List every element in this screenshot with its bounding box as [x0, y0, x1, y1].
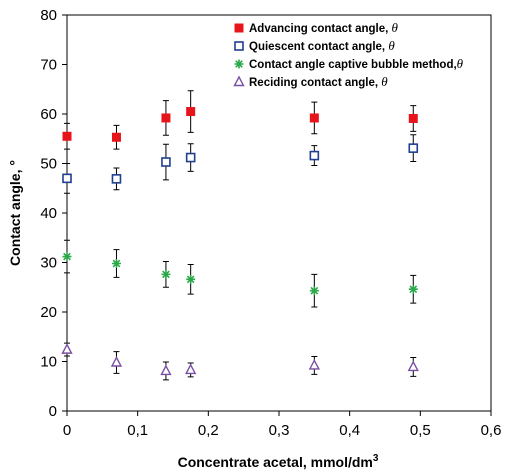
data-point: [408, 113, 418, 123]
data-point: [62, 131, 72, 141]
x-axis-label-main: Concentrate acetal, mmol/dm: [178, 454, 373, 470]
data-point: [185, 363, 197, 375]
legend-label-text: Advancing contact angle,: [249, 23, 392, 35]
y-tick-label: 0: [49, 403, 57, 420]
data-point: [309, 286, 319, 296]
legend-item: Quiescent contact angle, θ: [234, 38, 395, 53]
legend-label-symbol: θ: [392, 20, 399, 35]
data-point: [407, 360, 419, 372]
legend-marker: [234, 41, 244, 51]
y-tick-label: 20: [40, 304, 57, 321]
data-point: [111, 132, 121, 142]
data-point: [160, 364, 172, 376]
legend-label-symbol: θ: [457, 56, 464, 71]
data-point: [408, 284, 418, 294]
y-tick-label: 70: [40, 57, 57, 74]
legend-label-text: Reciding contact angle,: [249, 77, 381, 89]
data-point: [308, 358, 320, 370]
y-axis-label: Contact angle, °: [7, 160, 23, 266]
legend-label: Quiescent contact angle, θ: [249, 38, 395, 53]
x-tick-label: 0,1: [127, 422, 148, 439]
data-point: [62, 173, 72, 184]
x-tick-label: 0,4: [339, 422, 360, 439]
legend-item: Advancing contact angle, θ: [234, 20, 399, 35]
legend-item: Reciding contact angle, θ: [233, 74, 388, 89]
data-point: [111, 174, 122, 184]
data-point: [161, 157, 171, 167]
legend-label: Advancing contact angle, θ: [249, 20, 399, 35]
y-tick-label: 60: [40, 106, 57, 123]
series-4: [61, 342, 419, 381]
legend-label-symbol: θ: [381, 74, 388, 89]
series-2: [62, 134, 419, 194]
data-point: [161, 113, 171, 123]
data-point: [309, 150, 320, 161]
series-1: [62, 90, 418, 150]
x-axis-label-superscript: 3: [373, 453, 379, 464]
data-point: [110, 355, 123, 367]
legend-label: Contact angle captive bubble method,θ: [249, 56, 464, 71]
data-point: [62, 252, 72, 262]
legend-label-symbol: θ: [388, 38, 395, 53]
y-tick-label: 40: [40, 205, 57, 222]
x-tick-label: 0,5: [410, 422, 431, 439]
data-point: [186, 107, 196, 117]
series-3: [62, 239, 418, 308]
legend-marker: [234, 23, 244, 33]
data-point: [111, 258, 121, 268]
data-point: [61, 343, 73, 354]
x-tick-label: 0,3: [269, 422, 290, 439]
y-tick-label: 30: [40, 255, 57, 272]
legend-label-text: Quiescent contact angle,: [249, 41, 388, 53]
data-point: [161, 269, 171, 279]
data-point: [408, 143, 419, 153]
legend-item: Contact angle captive bubble method,θ: [234, 56, 464, 71]
legend-marker: [233, 75, 245, 87]
plot-frame: [66, 14, 492, 412]
data-point: [309, 113, 319, 123]
data-point: [185, 152, 196, 163]
legend-label: Reciding contact angle, θ: [249, 74, 388, 89]
x-tick-label: 0,6: [481, 422, 502, 439]
x-tick-label: 0: [63, 422, 71, 439]
x-tick-label: 0,2: [198, 422, 219, 439]
data-point: [186, 274, 196, 284]
y-tick-label: 10: [40, 354, 57, 371]
y-tick-label: 50: [40, 156, 57, 173]
legend-label-text: Contact angle captive bubble method,: [249, 59, 457, 71]
legend-marker: [234, 59, 244, 69]
y-tick-label: 80: [40, 7, 57, 24]
x-axis-label: Concentrate acetal, mmol/dm3: [178, 453, 379, 470]
